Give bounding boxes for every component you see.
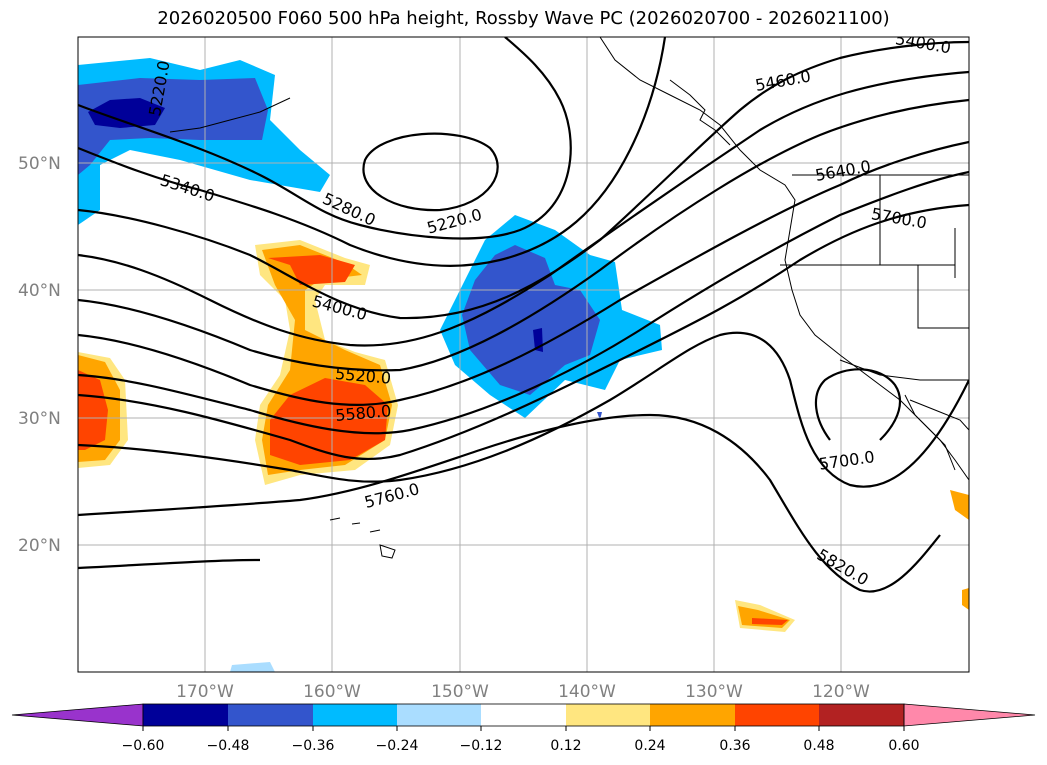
lon-label-120w: 120°W [812, 682, 870, 702]
colorbar-tick-label: −0.12 [460, 738, 503, 754]
state-boundaries [780, 175, 969, 329]
colorbar-frame [142, 703, 905, 727]
contour-label: 5700.0 [870, 204, 928, 232]
lon-label-160w: 160°W [303, 682, 361, 702]
colorbar-segment [481, 704, 566, 726]
aleutian-islands [169, 97, 291, 133]
lat-label-20: 20°N [18, 536, 61, 556]
lon-label-150w: 150°W [431, 682, 489, 702]
contour-5760 [78, 331, 969, 488]
contour-label: 5820.0 [814, 545, 872, 589]
colorbar-tick-label: 0.60 [888, 738, 919, 754]
contour-label: 5340.0 [158, 170, 217, 205]
lat-label-40: 40°N [18, 281, 61, 301]
colorbar-segment [313, 704, 397, 726]
us-mexico-border [839, 359, 969, 381]
plot-area: 5400.0 5460.0 5640.0 5700.0 5220.0 5280.… [78, 29, 969, 672]
baja-peninsula [904, 394, 956, 471]
lat-label-30: 30°N [18, 409, 61, 429]
contour-label: 5520.0 [334, 364, 391, 388]
colorbar-segment [650, 704, 735, 726]
colorbar-tick-label: −0.48 [207, 738, 250, 754]
colorbar-tick-label: −0.60 [122, 738, 165, 754]
colorbar-tick-label: −0.24 [376, 738, 419, 754]
contour-5820 [78, 413, 941, 593]
contour-5340 [78, 37, 667, 267]
colorbar-tick-label: 0.48 [803, 738, 834, 754]
contour-label: 5700.0 [818, 447, 876, 474]
contour-5460 [78, 70, 969, 347]
colorbar-segment [228, 704, 313, 726]
canadian-islands [669, 79, 731, 146]
contour-5580 [78, 140, 969, 406]
contour-5700 [78, 203, 969, 461]
colorbar-segment [819, 704, 904, 726]
colorbar-segment [143, 704, 228, 726]
colorbar-segment [735, 704, 819, 726]
contour-label: 5280.0 [320, 189, 379, 230]
colorbar: −0.60 −0.48 −0.36 −0.24 −0.12 0.12 0.24 … [11, 703, 1036, 754]
colorbar-min-extension [11, 703, 144, 727]
hawaii-islands [329, 517, 396, 559]
contour-5640 [78, 170, 969, 435]
colorbar-ticks [142, 726, 905, 731]
coastlines [169, 37, 969, 559]
colorbar-tick-label: 0.12 [550, 738, 581, 754]
contour-5520 [78, 98, 969, 372]
latitude-labels: 50°N 40°N 30°N 20°N [18, 154, 61, 556]
longitude-labels: 170°W 160°W 150°W 140°W 130°W 120°W [176, 682, 870, 702]
contour-label: 5400.0 [894, 29, 952, 57]
contour-5280 [78, 37, 572, 240]
contour-5220-closed [362, 132, 499, 212]
colorbar-tick-label: 0.24 [634, 738, 665, 754]
lon-label-170w: 170°W [176, 682, 234, 702]
contour-label: 5580.0 [335, 401, 392, 425]
gulf-coastline [909, 399, 969, 431]
lat-label-50: 50°N [18, 154, 61, 174]
map-title: 2026020500 F060 500 hPa height, Rossby W… [157, 8, 890, 29]
lon-label-130w: 130°W [685, 682, 743, 702]
map-frame [77, 36, 970, 673]
lon-label-140w: 140°W [558, 682, 616, 702]
contour-5700-southeast [814, 368, 902, 441]
height-contours [78, 37, 969, 593]
north-america-coastline [599, 37, 969, 481]
contour-label: 5460.0 [754, 67, 812, 95]
colorbar-segment [397, 704, 481, 726]
colorbar-segment [566, 704, 650, 726]
colorbar-tick-label: −0.36 [292, 738, 335, 754]
contour-label: 5640.0 [814, 157, 872, 185]
contour-5880 [78, 558, 261, 570]
colorbar-max-extension [903, 703, 1036, 727]
colorbar-tick-label: 0.36 [719, 738, 750, 754]
